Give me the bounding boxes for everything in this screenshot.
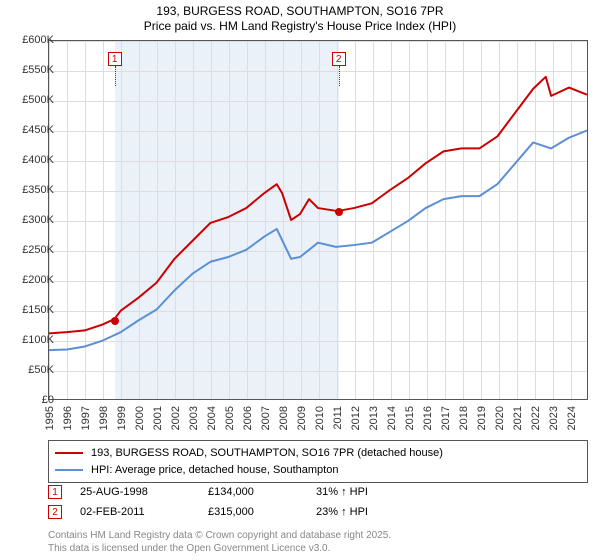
y-tick-label: £550K xyxy=(22,64,54,76)
price-dot-1 xyxy=(111,317,119,325)
x-tick-label: 1997 xyxy=(80,406,92,430)
y-tick-label: £450K xyxy=(22,124,54,136)
y-tick-label: £100K xyxy=(22,334,54,346)
event-row: 1 25-AUG-1998 £134,000 31% ↑ HPI xyxy=(48,482,588,502)
legend-label: 193, BURGESS ROAD, SOUTHAMPTON, SO16 7PR… xyxy=(91,445,443,462)
x-tick-label: 2015 xyxy=(404,406,416,430)
y-tick-label: £350K xyxy=(22,184,54,196)
title-line-2: Price paid vs. HM Land Registry's House … xyxy=(0,19,600,34)
events-table: 1 25-AUG-1998 £134,000 31% ↑ HPI 2 02-FEB-201… xyxy=(48,482,588,522)
series-hpi xyxy=(49,131,587,351)
x-tick-label: 2006 xyxy=(242,406,254,430)
plot-border: 12 xyxy=(48,40,588,400)
x-tick-label: 2012 xyxy=(350,406,362,430)
x-tick-label: 2004 xyxy=(206,406,218,430)
y-tick-label: £50K xyxy=(28,364,54,376)
y-tick-label: £0 xyxy=(42,394,54,406)
series-price-paid xyxy=(49,77,587,334)
legend-item: 193, BURGESS ROAD, SOUTHAMPTON, SO16 7PR… xyxy=(55,445,581,462)
legend-label: HPI: Average price, detached house, Sout… xyxy=(91,462,338,479)
x-tick-label: 2018 xyxy=(458,406,470,430)
x-tick-label: 1995 xyxy=(44,406,56,430)
y-tick-label: £200K xyxy=(22,274,54,286)
x-tick-label: 1998 xyxy=(98,406,110,430)
y-tick-label: £400K xyxy=(22,154,54,166)
x-tick-label: 2007 xyxy=(260,406,272,430)
series-svg xyxy=(49,41,587,399)
y-tick-label: £300K xyxy=(22,214,54,226)
x-tick-label: 2021 xyxy=(512,406,524,430)
footer-line-2: This data is licensed under the Open Gov… xyxy=(48,543,588,556)
x-tick-label: 2001 xyxy=(152,406,164,430)
x-tick-label: 2023 xyxy=(548,406,560,430)
chart-title: 193, BURGESS ROAD, SOUTHAMPTON, SO16 7PR… xyxy=(0,0,600,34)
x-tick-label: 2016 xyxy=(422,406,434,430)
y-tick-label: £500K xyxy=(22,94,54,106)
x-tick-label: 2013 xyxy=(368,406,380,430)
event-price: £315,000 xyxy=(208,506,298,518)
event-stem-2 xyxy=(339,66,340,86)
y-tick-label: £150K xyxy=(22,304,54,316)
plot-area: 12 xyxy=(48,40,588,400)
x-tick-label: 2019 xyxy=(476,406,488,430)
x-tick-label: 2000 xyxy=(134,406,146,430)
event-marker-2: 2 xyxy=(332,52,346,66)
event-hpi-diff: 23% ↑ HPI xyxy=(316,506,406,518)
chart-container: 193, BURGESS ROAD, SOUTHAMPTON, SO16 7PR… xyxy=(0,0,600,560)
footer-attribution: Contains HM Land Registry data © Crown c… xyxy=(48,530,588,555)
event-hpi-diff: 31% ↑ HPI xyxy=(316,486,406,498)
x-tick-label: 2017 xyxy=(440,406,452,430)
x-tick-label: 2011 xyxy=(332,406,344,430)
x-tick-label: 2003 xyxy=(188,406,200,430)
x-tick-label: 1996 xyxy=(62,406,74,430)
x-tick-label: 2008 xyxy=(278,406,290,430)
event-number-box: 1 xyxy=(48,485,62,499)
y-tick-label: £250K xyxy=(22,244,54,256)
legend-swatch xyxy=(55,452,83,454)
x-tick-label: 2020 xyxy=(494,406,506,430)
event-stem-1 xyxy=(115,66,116,86)
event-marker-1: 1 xyxy=(108,52,122,66)
x-tick-label: 1999 xyxy=(116,406,128,430)
legend-swatch xyxy=(55,469,83,471)
title-line-1: 193, BURGESS ROAD, SOUTHAMPTON, SO16 7PR xyxy=(0,4,600,19)
event-date: 02-FEB-2011 xyxy=(80,506,190,518)
x-tick-label: 2002 xyxy=(170,406,182,430)
x-tick-label: 2022 xyxy=(530,406,542,430)
price-dot-2 xyxy=(335,208,343,216)
x-tick-label: 2005 xyxy=(224,406,236,430)
x-tick-label: 2010 xyxy=(314,406,326,430)
x-tick-label: 2014 xyxy=(386,406,398,430)
x-tick-label: 2009 xyxy=(296,406,308,430)
event-row: 2 02-FEB-2011 £315,000 23% ↑ HPI xyxy=(48,502,588,522)
legend-item: HPI: Average price, detached house, Sout… xyxy=(55,462,581,479)
legend: 193, BURGESS ROAD, SOUTHAMPTON, SO16 7PR… xyxy=(48,440,588,483)
x-tick-label: 2024 xyxy=(566,406,578,430)
y-tick-label: £600K xyxy=(22,34,54,46)
event-number-box: 2 xyxy=(48,505,62,519)
event-date: 25-AUG-1998 xyxy=(80,486,190,498)
footer-line-1: Contains HM Land Registry data © Crown c… xyxy=(48,530,588,543)
event-price: £134,000 xyxy=(208,486,298,498)
